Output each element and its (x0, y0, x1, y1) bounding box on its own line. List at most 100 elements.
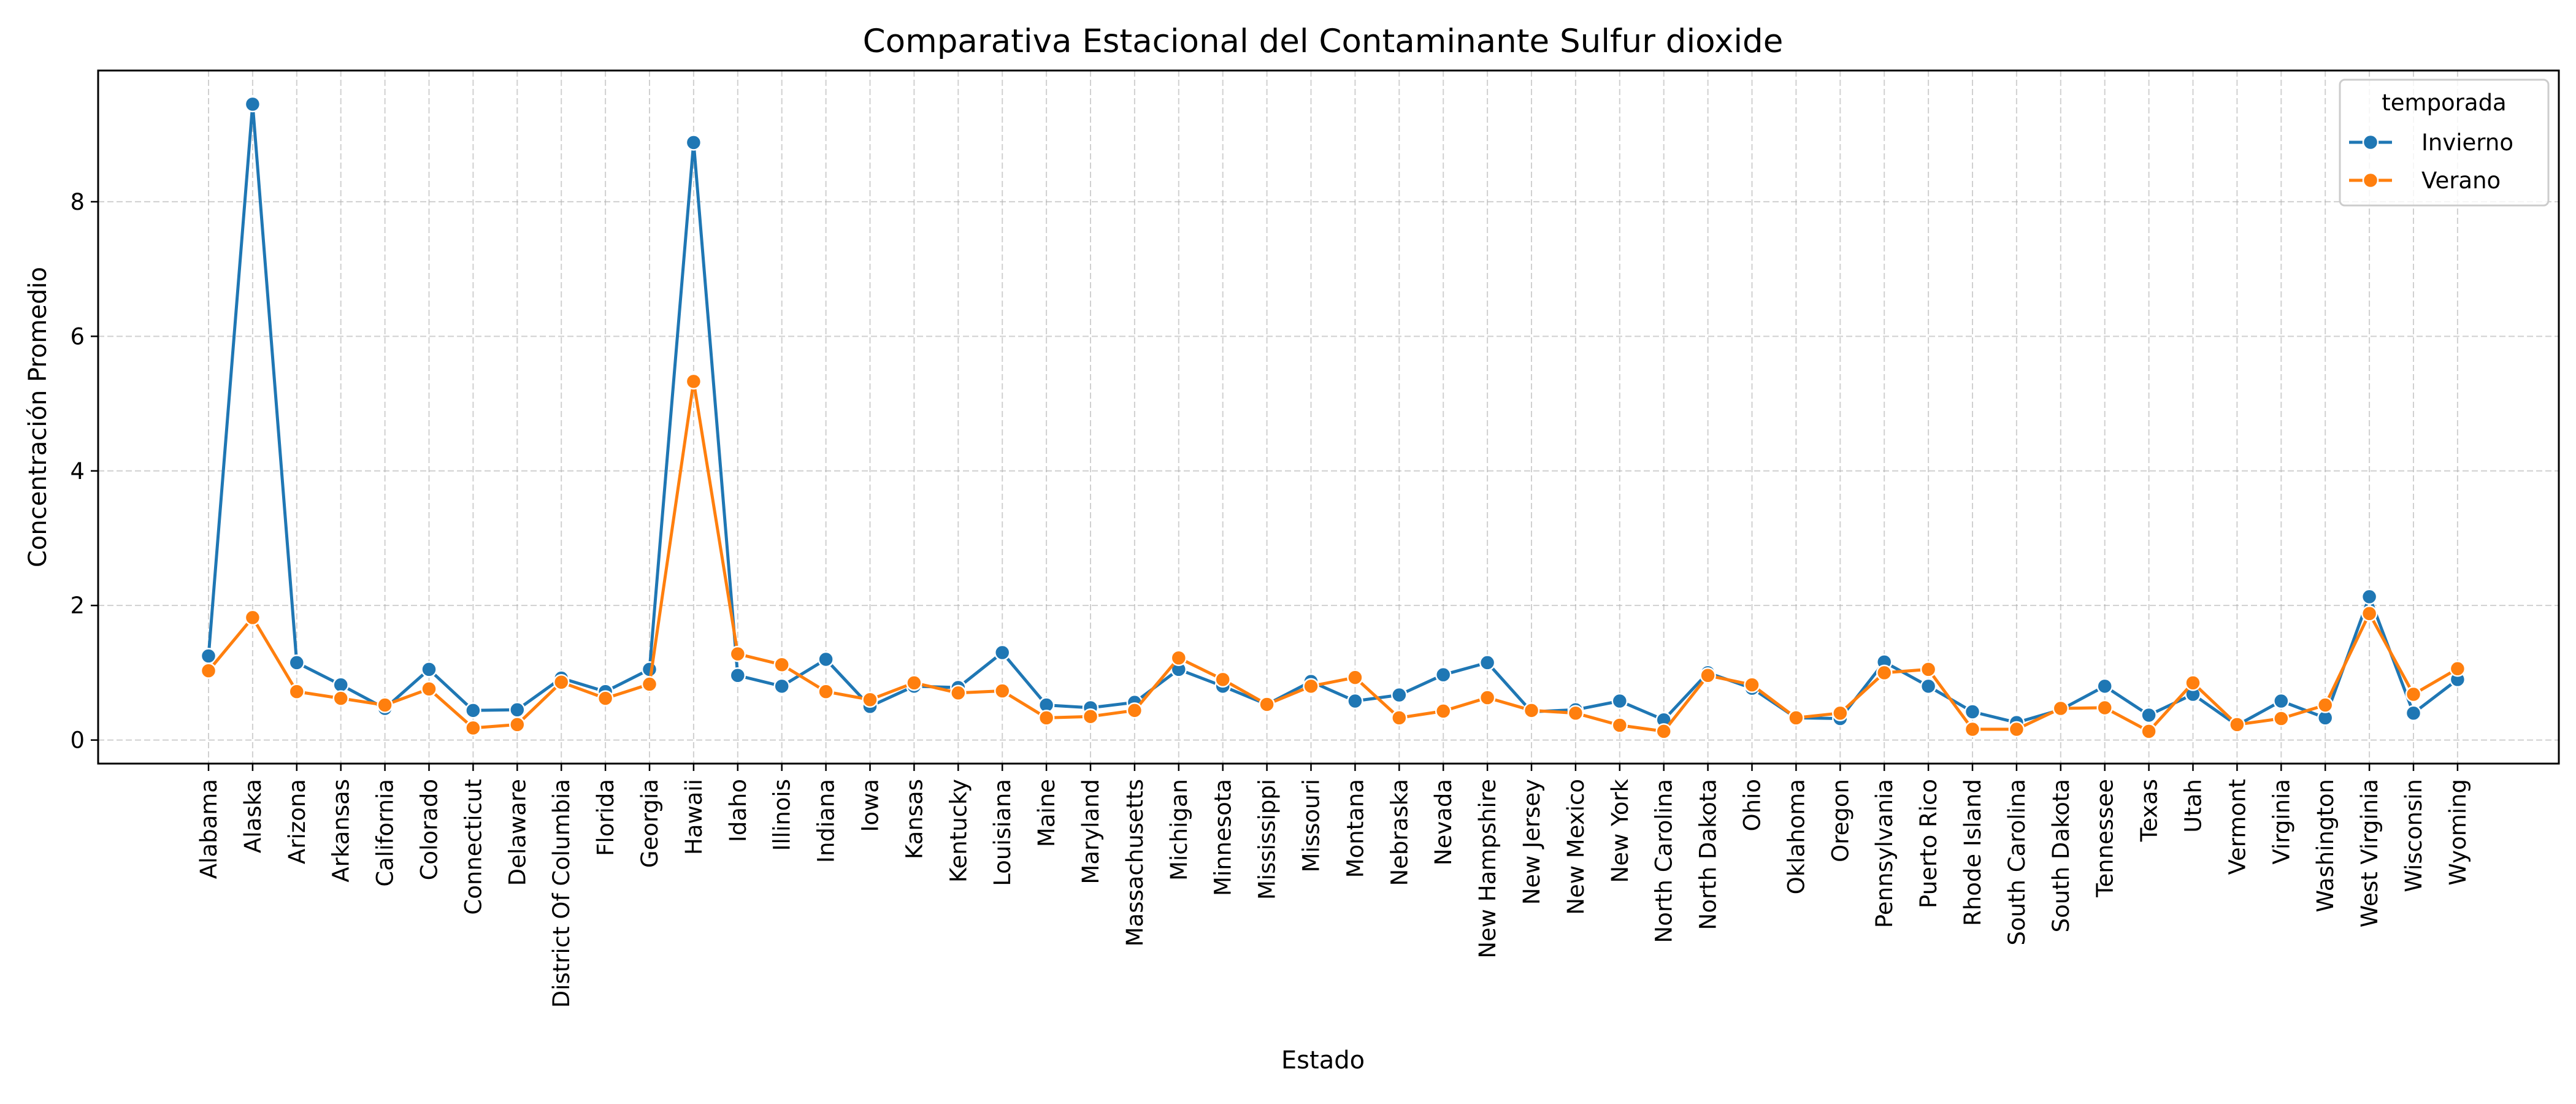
data-point-invierno (288, 654, 305, 671)
x-tick-label: West Virginia (2356, 779, 2383, 927)
data-point-verano (1347, 669, 1363, 686)
x-tick-label: North Carolina (1651, 779, 1677, 943)
x-tick-label: New Mexico (1563, 779, 1589, 915)
data-point-verano (1920, 661, 1937, 678)
x-tick-label: Kansas (901, 779, 927, 859)
legend-title: temporada (2382, 90, 2506, 116)
x-tick-label: Alaska (240, 779, 266, 853)
x-axis-label: Estado (1281, 1046, 1365, 1075)
x-tick-label: New Hampshire (1474, 779, 1501, 959)
data-point-verano (1435, 703, 1452, 719)
data-point-invierno (200, 648, 217, 664)
x-tick-label: Idaho (725, 779, 751, 842)
data-point-verano (1082, 708, 1099, 725)
data-point-verano (950, 684, 967, 702)
x-tick-label: Oregon (1827, 779, 1853, 862)
legend-label-invierno: Invierno (2421, 129, 2513, 156)
x-tick-label: Georgia (637, 779, 663, 868)
data-point-verano (1126, 702, 1143, 719)
chart-title: Comparativa Estacional del Contaminante … (863, 23, 1784, 60)
data-point-verano (288, 683, 305, 700)
data-point-verano (465, 719, 481, 737)
data-point-invierno (818, 651, 834, 668)
data-point-verano (597, 690, 614, 707)
x-tick-label: Iowa (857, 779, 884, 832)
data-point-verano (1567, 705, 1584, 721)
x-tick-label: Alabama (196, 779, 222, 879)
data-point-invierno (2361, 588, 2378, 605)
data-point-verano (2141, 723, 2157, 740)
data-point-verano (2052, 700, 2069, 717)
data-point-verano (862, 691, 878, 708)
data-point-verano (244, 609, 261, 626)
data-point-verano (332, 690, 349, 707)
x-tick-label: South Dakota (2048, 779, 2074, 932)
x-tick-label: Wisconsin (2401, 779, 2427, 892)
x-tick-label: Missouri (1298, 779, 1325, 872)
series-group (200, 96, 2466, 740)
x-tick-label: Florida (592, 779, 619, 856)
data-point-invierno (1347, 692, 1363, 710)
data-point-invierno (685, 134, 702, 151)
data-point-verano (553, 674, 570, 691)
data-point-invierno (1920, 678, 1937, 695)
x-tick-label: Rhode Island (1960, 779, 1986, 926)
x-tick-label: Minnesota (1210, 779, 1236, 896)
x-tick-label: Colorado (416, 779, 443, 880)
data-point-verano (1170, 650, 1187, 667)
data-point-invierno (994, 644, 1011, 661)
data-point-verano (1655, 723, 1672, 740)
x-tick-label: Vermont (2224, 779, 2250, 875)
y-tick-label: 8 (70, 189, 85, 215)
x-tick-label: Massachusetts (1122, 779, 1148, 946)
data-point-verano (1700, 667, 1716, 684)
data-point-invierno (1391, 686, 1408, 703)
data-point-verano (906, 675, 922, 691)
y-tick-label: 2 (70, 592, 85, 619)
data-point-invierno (2141, 707, 2157, 724)
x-tick-label: Puerto Rico (1915, 779, 1942, 908)
data-point-invierno (773, 678, 790, 695)
x-tick-label: Nebraska (1386, 779, 1413, 886)
series-line-verano (207, 380, 2459, 733)
x-tick-label: Kentucky (945, 779, 972, 883)
y-tick-label: 6 (70, 323, 85, 350)
legend-box (2339, 79, 2550, 207)
x-tick-label: Arkansas (328, 779, 355, 883)
x-tick-label: Connecticut (460, 779, 486, 915)
data-point-verano (2273, 710, 2290, 727)
y-axis-label: Concentración Promedio (24, 267, 52, 567)
y-tick-label: 0 (70, 727, 85, 754)
data-point-verano (1744, 677, 1760, 693)
data-point-invierno (509, 701, 526, 718)
x-tick-label: New York (1607, 778, 1633, 883)
data-point-verano (773, 656, 790, 673)
data-point-verano (994, 683, 1011, 699)
data-point-verano (1259, 696, 1275, 713)
x-tick-label: Oklahoma (1783, 779, 1809, 894)
x-tick-label: Illinois (769, 779, 795, 851)
data-point-verano (2449, 661, 2466, 677)
data-point-verano (818, 683, 834, 700)
x-tick-label: Tennessee (2092, 779, 2118, 898)
series-line-invierno (207, 102, 2459, 727)
plot-area-frame (97, 69, 2560, 765)
data-point-invierno (1479, 654, 1496, 671)
x-tick-label: Arizona (284, 779, 310, 864)
data-point-verano (1214, 671, 1231, 688)
x-tick-label: Hawaii (681, 779, 707, 855)
data-point-invierno (1611, 692, 1628, 710)
data-point-verano (1479, 689, 1496, 706)
x-tick-label: Pennsylvania (1871, 779, 1898, 928)
x-tick-label: Utah (2180, 779, 2207, 833)
data-point-invierno (2273, 692, 2290, 710)
data-point-verano (641, 676, 658, 692)
data-point-verano (1303, 678, 1319, 695)
data-point-invierno (2096, 678, 2113, 695)
legend-label-verano: Verano (2421, 167, 2501, 194)
x-tick-label: Delaware (504, 779, 531, 886)
data-point-verano (1523, 702, 1540, 719)
data-point-verano (1788, 710, 1804, 726)
data-point-verano (2096, 699, 2113, 716)
x-tick-label: Virginia (2268, 779, 2294, 865)
